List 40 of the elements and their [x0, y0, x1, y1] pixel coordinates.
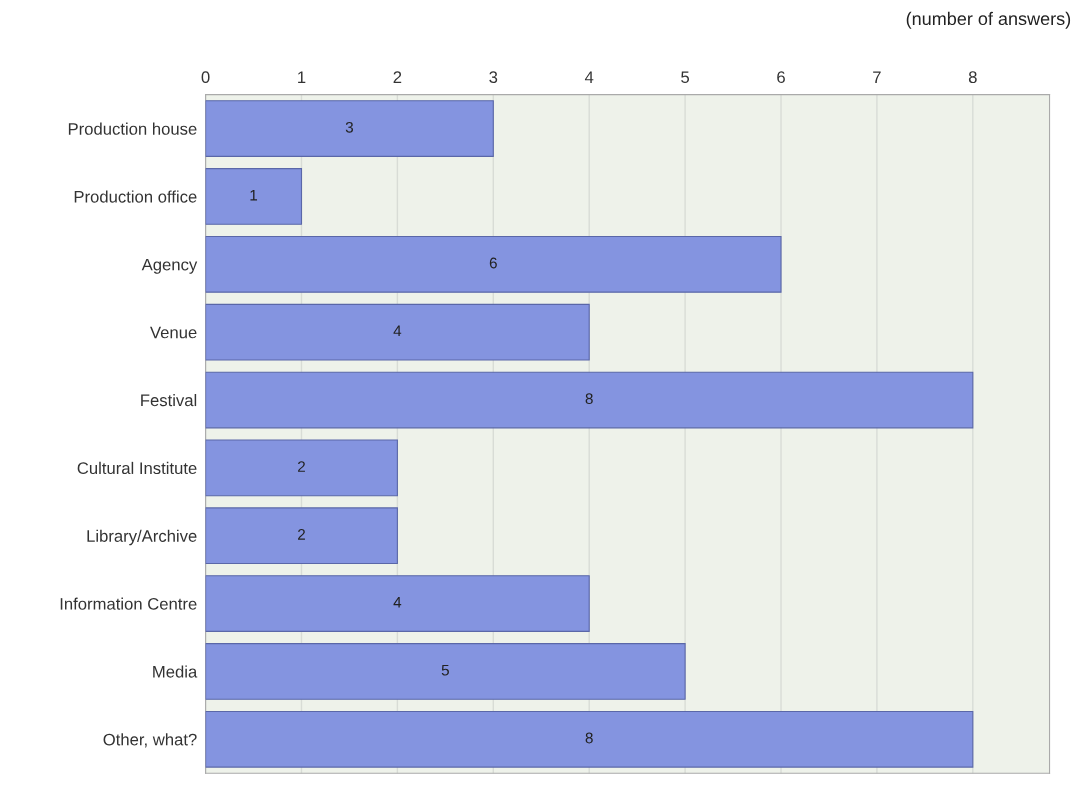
bar — [205, 303, 590, 361]
bar — [205, 371, 974, 429]
data-label: 4 — [393, 325, 402, 337]
data-label: 8 — [585, 393, 593, 405]
bar — [205, 643, 686, 700]
y-tick-label: Production office — [74, 190, 197, 203]
y-tick-label: Festival — [141, 393, 197, 407]
data-label: 2 — [298, 529, 305, 540]
y-tick-label: Production house — [68, 122, 197, 135]
data-label: 4 — [393, 597, 402, 608]
y-tick-label: Cultural Institute — [77, 461, 197, 475]
x-tick-label: 5 — [681, 71, 690, 84]
data-label: 8 — [585, 732, 593, 744]
x-tick-label: 1 — [298, 71, 306, 83]
bar — [205, 100, 494, 157]
bar — [205, 439, 398, 497]
bar — [205, 710, 974, 768]
data-label: 5 — [441, 664, 449, 676]
y-tick-label: Media — [153, 665, 198, 678]
y-tick-label: Venue — [150, 326, 197, 339]
bar — [205, 168, 303, 225]
data-label: 3 — [345, 121, 354, 133]
y-tick-label: Information Centre — [60, 597, 197, 610]
x-tick-label: 3 — [489, 71, 498, 84]
data-label: 1 — [250, 189, 258, 201]
text: (number of answers) — [906, 11, 1071, 29]
bar — [205, 507, 398, 565]
x-tick-label: 7 — [873, 71, 881, 83]
data-label: 2 — [298, 461, 305, 472]
x-tick-label: 6 — [777, 71, 785, 84]
bar — [205, 235, 782, 293]
y-tick-label: Other, what? — [103, 733, 197, 748]
y-tick-label: Library/Archive — [87, 529, 197, 546]
x-tick-label: 8 — [968, 71, 977, 84]
x-tick-label: 0 — [201, 71, 210, 84]
x-tick-label: 2 — [393, 71, 402, 83]
y-tick-label: Agency — [141, 258, 198, 274]
data-label: 6 — [489, 257, 497, 269]
x-tick-label: 4 — [584, 71, 594, 83]
bar — [205, 575, 590, 632]
